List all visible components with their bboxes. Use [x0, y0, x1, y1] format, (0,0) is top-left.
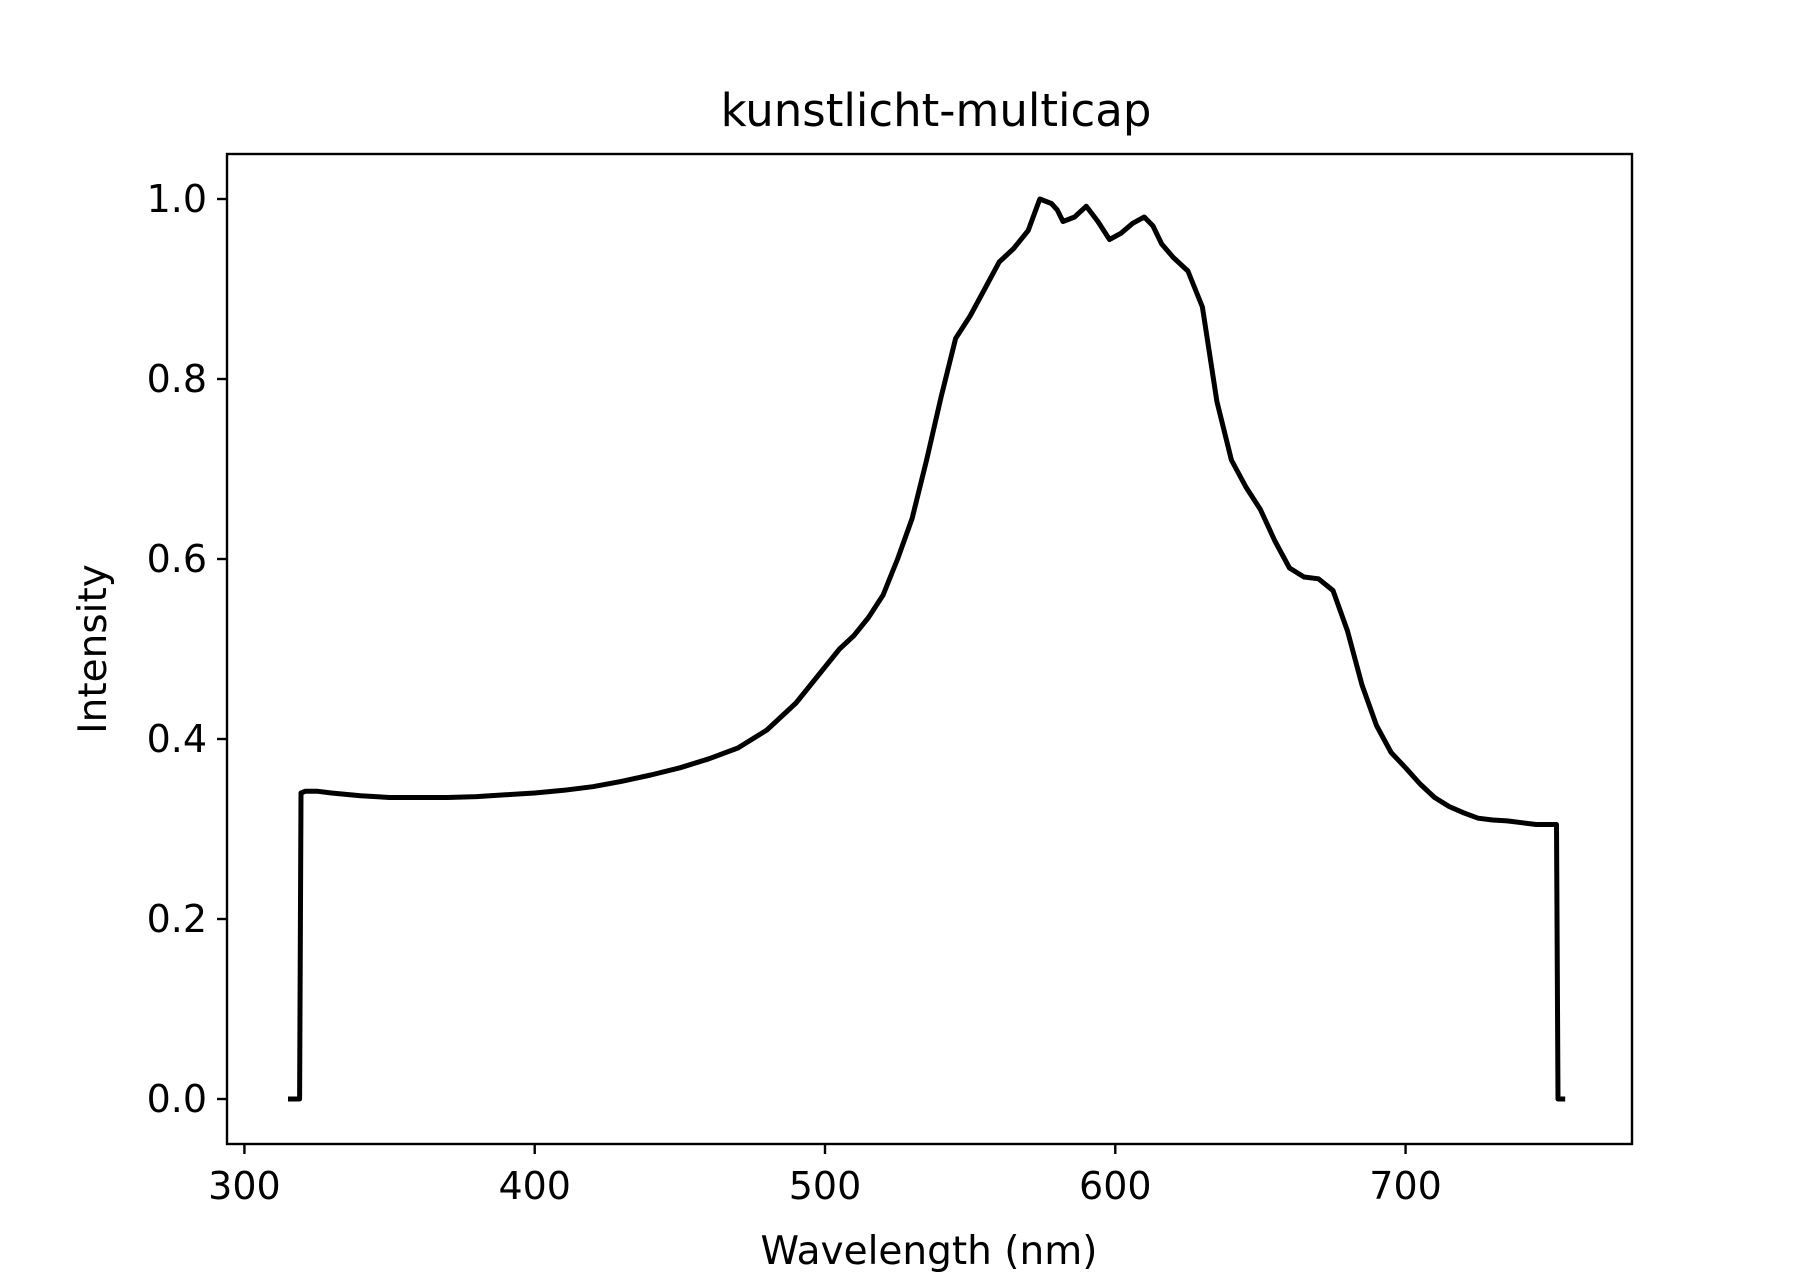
x-tick-label-1: 400 [498, 1164, 571, 1208]
y-tick-label-3: 0.6 [147, 537, 207, 581]
x-axis: 300 400 500 600 700 [208, 1144, 1442, 1208]
y-axis: 0.0 0.2 0.4 0.6 0.8 1.0 [147, 177, 227, 1121]
x-axis-label: Wavelength (nm) [761, 1229, 1098, 1274]
x-tick-label-0: 300 [208, 1164, 281, 1208]
x-tick-label-4: 700 [1369, 1164, 1442, 1208]
series-line-0 [288, 196, 1566, 1102]
x-tick-label-2: 500 [789, 1164, 862, 1208]
y-tick-label-2: 0.4 [147, 717, 207, 761]
y-tick-label-4: 0.8 [147, 357, 207, 401]
y-tick-label-1: 0.2 [147, 897, 207, 941]
chart-title: kunstlicht-multicap [721, 84, 1152, 137]
plot-frame [225, 152, 1634, 1146]
y-tick-label-5: 1.0 [147, 177, 207, 221]
y-axis-label: Intensity [71, 564, 116, 734]
series-layer [288, 196, 1566, 1102]
y-tick-label-0: 0.0 [147, 1077, 207, 1121]
x-tick-label-3: 600 [1079, 1164, 1152, 1208]
